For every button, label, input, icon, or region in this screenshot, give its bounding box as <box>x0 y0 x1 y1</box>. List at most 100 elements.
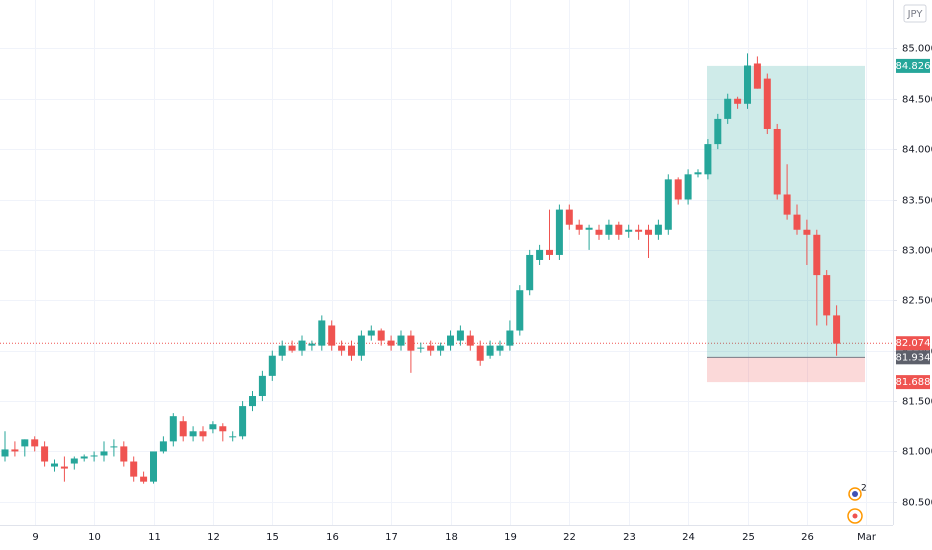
candle-body <box>130 461 138 477</box>
price-tag-label: 81.934 <box>896 352 931 363</box>
candle-body <box>417 347 425 349</box>
candle-body <box>595 229 603 235</box>
y-tick-label: 85.000 <box>902 44 932 55</box>
x-tick-label: 23 <box>623 532 636 543</box>
candle-body <box>41 446 49 462</box>
price-tag <box>896 336 930 351</box>
candle-body <box>110 446 118 448</box>
candle-body <box>159 441 167 452</box>
candle-body <box>753 63 761 89</box>
candle-body <box>318 320 326 346</box>
price-tag <box>896 350 930 365</box>
candle-body <box>377 330 385 341</box>
event-icons[interactable]: 2 <box>847 484 867 524</box>
candle-body <box>437 345 445 351</box>
candle-body <box>694 172 702 175</box>
candle-body <box>31 439 39 447</box>
candle-body <box>664 179 672 230</box>
candle-body <box>308 343 316 346</box>
candle-body <box>496 345 504 351</box>
candle-body <box>724 98 732 119</box>
candle-body <box>387 340 395 346</box>
candle-body <box>397 335 405 346</box>
candle-body <box>140 476 148 482</box>
candle-body <box>239 406 247 437</box>
y-tick-label: 81.500 <box>902 397 932 408</box>
candle-body <box>90 455 98 457</box>
candle-body <box>298 340 306 351</box>
candle-body <box>773 128 781 195</box>
candle-body <box>625 229 633 232</box>
currency-label[interactable]: JPY <box>907 9 924 20</box>
x-tick-label: 18 <box>445 532 458 543</box>
candle-body <box>407 335 415 351</box>
x-tick-label: 15 <box>266 532 279 543</box>
x-tick-label: 26 <box>801 532 814 543</box>
event-icon-dot <box>852 491 858 497</box>
candle-body <box>80 456 88 459</box>
candle-body <box>456 330 464 341</box>
candle-body <box>635 229 643 232</box>
x-tick-label: Mar <box>857 532 877 543</box>
candle-body <box>179 421 187 437</box>
x-tick-label: 17 <box>385 532 398 543</box>
loss-zone <box>707 357 865 383</box>
y-tick-label: 83.500 <box>902 196 932 207</box>
y-tick-label: 82.500 <box>902 296 932 307</box>
y-tick-label: 80.500 <box>902 498 932 509</box>
event-icon-dot <box>852 513 858 519</box>
candle-body <box>605 224 613 235</box>
candle-body <box>21 439 29 447</box>
candle-body <box>704 144 712 175</box>
event-count: 2 <box>861 484 867 494</box>
candle-body <box>348 345 355 356</box>
candle-body <box>833 315 841 344</box>
candle-body <box>684 174 692 200</box>
candle-body <box>189 431 197 437</box>
y-tick-label: 84.500 <box>902 95 932 106</box>
price-tag-label: 84.826 <box>896 61 931 72</box>
candle-body <box>249 396 256 407</box>
candle-body <box>813 234 821 276</box>
candle-body <box>744 65 751 104</box>
candle-body <box>100 451 108 456</box>
candle-body <box>120 446 128 462</box>
x-tick-label: 16 <box>326 532 339 543</box>
candle-body <box>427 345 435 351</box>
candle-body <box>169 416 177 442</box>
candle-body <box>150 451 157 482</box>
candle-body <box>585 227 593 230</box>
candle-body <box>288 345 296 351</box>
candle-body <box>674 179 682 200</box>
candle-body <box>476 345 484 361</box>
price-tag <box>896 375 930 390</box>
candles <box>1 53 841 484</box>
candle-body <box>803 229 811 235</box>
price-tag-label: 82.074 <box>896 338 931 349</box>
candle-body <box>447 335 454 346</box>
candle-body <box>763 78 771 129</box>
x-tick-label: 9 <box>32 532 38 543</box>
candle-body <box>268 355 276 376</box>
price-tag-label: 81.688 <box>896 377 931 388</box>
x-tick-label: 12 <box>207 532 220 543</box>
price-tag <box>896 58 930 73</box>
x-tick-label: 24 <box>682 532 695 543</box>
candle-body <box>536 249 544 260</box>
x-tick-label: 11 <box>148 532 161 543</box>
candle-body <box>734 98 742 104</box>
x-tick-label: 10 <box>88 532 101 543</box>
candle-body <box>209 424 217 430</box>
candle-body <box>575 224 583 230</box>
currency-box[interactable] <box>903 4 927 23</box>
candle-body <box>486 345 494 356</box>
candle-body <box>645 229 652 235</box>
x-tick-label: 25 <box>742 532 755 543</box>
candle-body <box>229 436 237 438</box>
candle-body <box>328 325 336 346</box>
candle-body <box>11 449 19 452</box>
candle-body <box>60 466 68 469</box>
candle-body <box>219 426 227 432</box>
